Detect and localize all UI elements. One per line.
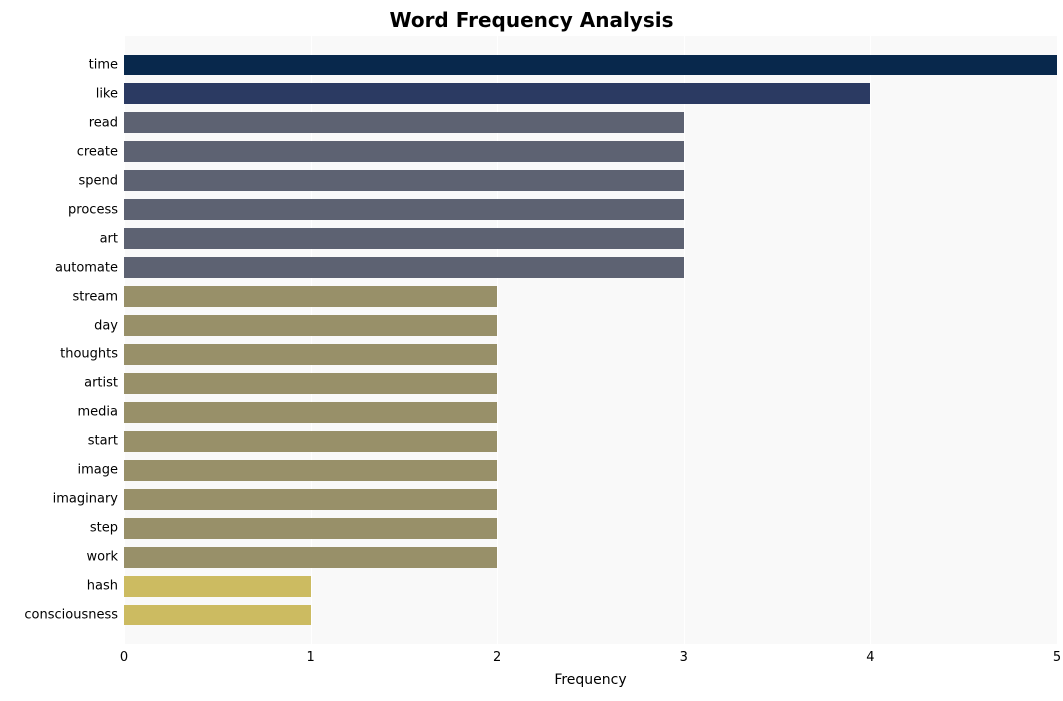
chart-title: Word Frequency Analysis: [0, 8, 1063, 32]
word-frequency-chart: Word Frequency Analysis Frequency 012345…: [0, 0, 1063, 701]
y-tick: day: [94, 318, 118, 333]
grid-line: [684, 36, 685, 644]
bar: [124, 141, 684, 162]
y-tick: imaginary: [53, 492, 118, 507]
plot-area: Frequency 012345timelikereadcreatespendp…: [124, 36, 1057, 644]
x-tick: 3: [680, 650, 688, 665]
x-tick: 4: [866, 650, 874, 665]
bar: [124, 402, 497, 423]
bar: [124, 170, 684, 191]
grid-line: [870, 36, 871, 644]
y-tick: hash: [87, 579, 118, 594]
y-tick: work: [87, 550, 118, 565]
y-tick: art: [100, 231, 118, 246]
bar: [124, 257, 684, 278]
y-tick: read: [89, 115, 118, 130]
bar: [124, 112, 684, 133]
y-tick: media: [78, 405, 119, 420]
x-tick: 5: [1053, 650, 1061, 665]
y-tick: start: [88, 434, 118, 449]
bar: [124, 547, 497, 568]
y-tick: process: [68, 202, 118, 217]
bar: [124, 431, 497, 452]
y-tick: thoughts: [60, 347, 118, 362]
y-tick: create: [77, 144, 118, 159]
bar: [124, 576, 311, 597]
bar: [124, 605, 311, 626]
bar: [124, 228, 684, 249]
bar: [124, 315, 497, 336]
bar: [124, 518, 497, 539]
grid-line: [1057, 36, 1058, 644]
bar: [124, 489, 497, 510]
bar: [124, 460, 497, 481]
y-tick: artist: [84, 376, 118, 391]
y-tick: stream: [72, 289, 118, 304]
x-tick: 1: [306, 650, 314, 665]
x-tick: 2: [493, 650, 501, 665]
bar: [124, 199, 684, 220]
y-tick: time: [89, 57, 118, 72]
x-tick: 0: [120, 650, 128, 665]
y-tick: like: [96, 86, 118, 101]
y-tick: consciousness: [24, 608, 118, 623]
y-tick: image: [78, 463, 119, 478]
y-tick: automate: [55, 260, 118, 275]
bar: [124, 286, 497, 307]
x-axis-label: Frequency: [124, 672, 1057, 688]
bar: [124, 373, 497, 394]
bar: [124, 83, 870, 104]
y-tick: spend: [78, 173, 118, 188]
bar: [124, 344, 497, 365]
y-tick: step: [90, 521, 118, 536]
bar: [124, 55, 1057, 76]
